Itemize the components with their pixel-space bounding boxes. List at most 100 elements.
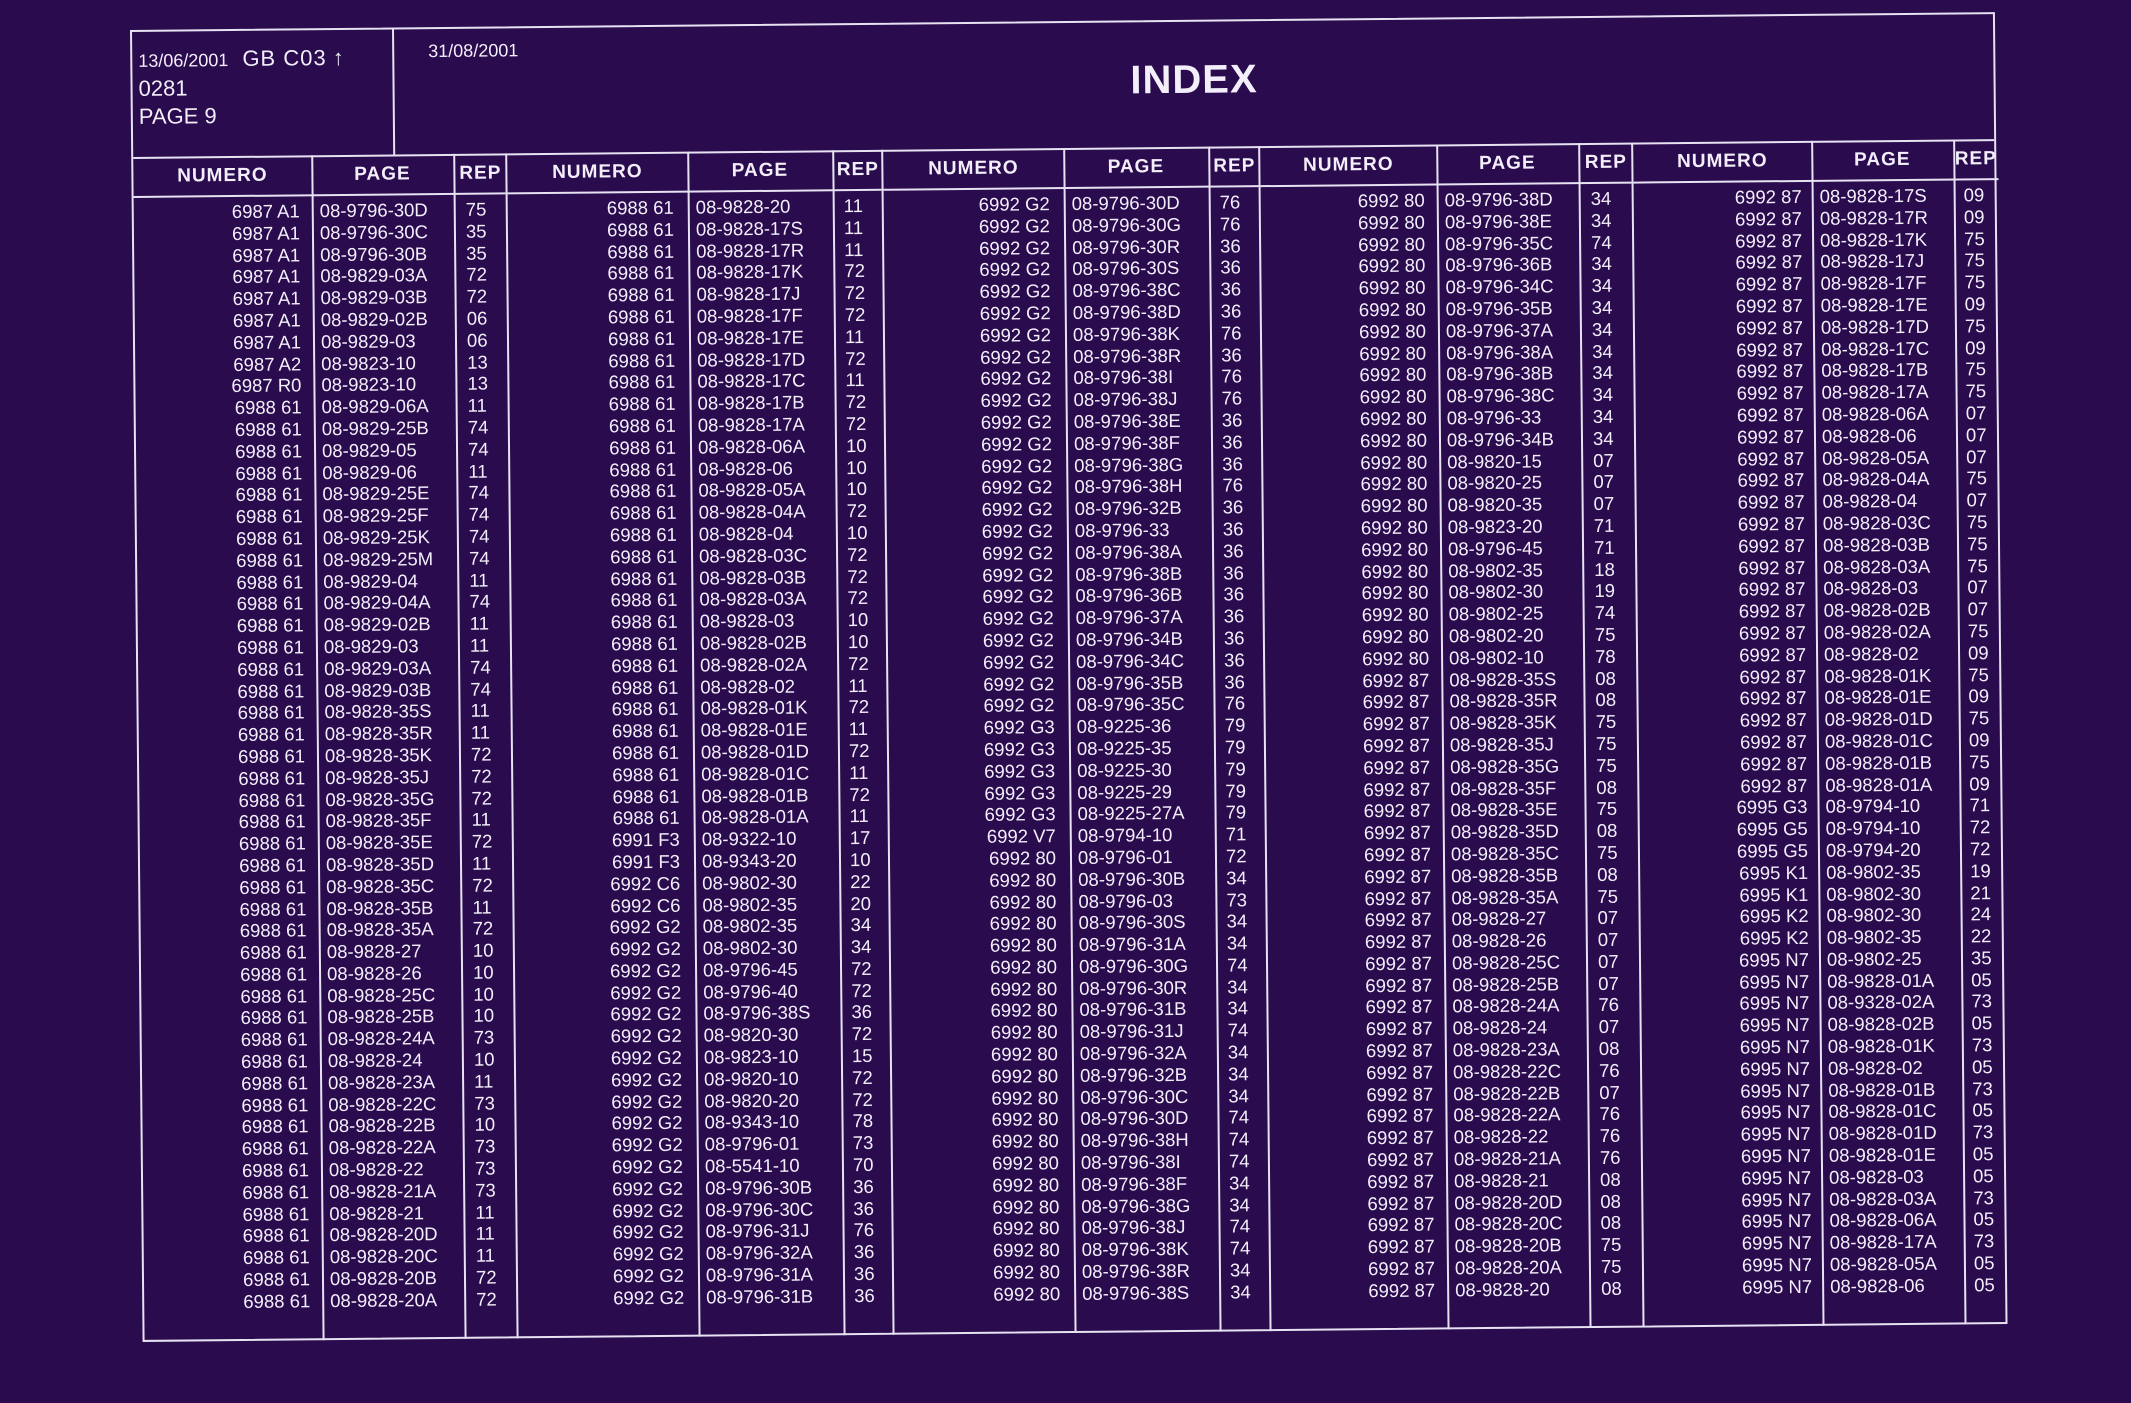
numero-cell: 6988 61: [608, 414, 676, 437]
rep-cell: 36: [1220, 256, 1242, 278]
page-cell: 08-9796-30C: [319, 220, 429, 243]
page-cell: 08-9796-31J: [1079, 1020, 1184, 1043]
page-cell: 08-9796-30D: [319, 199, 428, 222]
rep-cell: 74: [468, 481, 490, 504]
rep-cell: 07: [1598, 1016, 1620, 1038]
page-cell: 08-9828-01A: [1825, 773, 1933, 796]
page-cell: 08-9829-04A: [323, 591, 431, 614]
numero-cell: 6995 N7: [1739, 992, 1810, 1015]
numero-cell: 6992 80: [1358, 233, 1426, 255]
numero-cell: 6992 87: [1362, 712, 1430, 735]
page-cell: 08-9225-30: [1077, 758, 1172, 781]
page-cell: 08-9796-30C: [705, 1198, 814, 1221]
page-cell: 08-9796-30R: [1079, 976, 1188, 999]
rep-cell: 11: [469, 612, 490, 634]
numero-cell: 6992 87: [1736, 403, 1804, 426]
numero-cell: 6992 80: [992, 1217, 1060, 1240]
table-row: 6992 80 08-9796-38S 34: [894, 1281, 1269, 1306]
rep-cell: 72: [470, 743, 492, 765]
rep-cell: 36: [854, 1284, 875, 1306]
page-cell: 08-9794-10: [1077, 824, 1173, 847]
page-cell: 08-9828-21: [1454, 1169, 1549, 1192]
rep-cell: 74: [1594, 601, 1616, 624]
page-cell: 08-9796-38K: [1072, 322, 1181, 345]
numero-cell: 6992 87: [1365, 1039, 1433, 1062]
page-cell: 08-9828-04: [698, 522, 794, 545]
numero-cell: 6988 61: [609, 458, 677, 480]
page-cell: 08-9828-27: [326, 940, 422, 963]
page-cell: 08-9829-03A: [320, 264, 428, 287]
rep-cell: 07: [1967, 576, 1989, 598]
page-cell: 08-9829-03B: [324, 678, 432, 701]
page-cell: 08-9796-03: [1078, 889, 1174, 912]
page-cell: 08-9828-01C: [1824, 729, 1934, 752]
rep-cell: 10: [473, 1005, 495, 1027]
rep-cell: 71: [1593, 514, 1615, 536]
page-cell: 08-9796-30B: [320, 242, 428, 265]
page-cell: 08-9828-03A: [1829, 1187, 1937, 1210]
column-header-rep: REP: [1213, 155, 1256, 177]
page-cell: 08-9828-35E: [325, 831, 433, 854]
page-cell: 08-9828-35G: [1450, 755, 1560, 778]
page-cell: 08-9802-25: [1826, 947, 1922, 970]
page-cell: 08-9828-27: [1451, 907, 1547, 930]
rep-cell: 34: [1229, 1172, 1250, 1194]
numero-cell: 6992 80: [1359, 385, 1427, 408]
rep-cell: 11: [471, 852, 492, 874]
rep-cell: 76: [1219, 191, 1241, 213]
page-cell: 08-9796-38H: [1074, 475, 1183, 498]
numero-cell: 6992 G2: [980, 345, 1052, 368]
rep-cell: 34: [1590, 209, 1612, 231]
numero-cell: 6992 80: [991, 1108, 1059, 1131]
rep-cell: 70: [852, 1153, 874, 1176]
rep-cell: 11: [469, 634, 490, 656]
rep-cell: 72: [845, 412, 867, 435]
numero-cell: 6988 61: [241, 1137, 309, 1160]
numero-cell: 6988 61: [612, 763, 680, 786]
rep-cell: 36: [1223, 583, 1245, 605]
numero-cell: 6988 61: [235, 461, 303, 484]
numero-cell: 6992 80: [1361, 581, 1429, 604]
numero-cell: 6988 61: [611, 741, 680, 764]
page-cell: 08-9828-24A: [327, 1027, 435, 1050]
page-cell: 08-9796-38I: [1073, 366, 1174, 389]
index-sheet: 13/06/2001 GB C03 ↑ 0281 PAGE 9 31/08/200…: [130, 12, 2008, 1342]
numero-cell: 6992 87: [1734, 185, 1802, 208]
numero-cell: 6992 G2: [612, 1221, 684, 1243]
rep-cell: 73: [1973, 1186, 1994, 1209]
rep-cell: 06: [466, 329, 488, 351]
numero-cell: 6988 61: [238, 745, 306, 767]
numero-cell: 6988 61: [610, 610, 678, 633]
numero-cell: 6992 80: [991, 1065, 1059, 1087]
numero-cell: 6988 61: [241, 1072, 309, 1094]
page-cell: 08-9796-45: [1447, 537, 1543, 560]
rep-cell: 74: [1591, 231, 1612, 253]
numero-cell: 6992 C6: [610, 894, 681, 916]
page-cell: 08-9828-35D: [325, 853, 435, 876]
rep-cell: 10: [473, 1048, 495, 1070]
rep-cell: 34: [1228, 1084, 1249, 1107]
rep-cell: 11: [470, 721, 491, 743]
numero-cell: 6992 87: [1367, 1235, 1435, 1258]
page-cell: 08-9796-38J: [1073, 388, 1178, 411]
page-cell: 08-9828-17D: [1820, 315, 1930, 338]
page-cell: 08-9796-35B: [1445, 297, 1553, 320]
numero-cell: 6992 87: [1363, 843, 1432, 866]
numero-cell: 6992 G2: [980, 432, 1053, 455]
numero-cell: 6992 G2: [983, 650, 1055, 673]
rep-cell: 07: [1967, 598, 1989, 620]
numero-cell: 6992 87: [1739, 730, 1808, 753]
rep-cell: 76: [1599, 1103, 1621, 1125]
page-cell: 08-9796-31A: [705, 1263, 814, 1286]
rep-cell: 08: [1595, 689, 1617, 711]
table-group-2: NUMERO PAGE REP 6988 61 08-9828-20 11 6988 61 0…: [507, 149, 895, 1339]
rep-cell: 36: [1220, 278, 1242, 300]
rep-cell: 05: [1973, 1252, 1995, 1274]
numero-cell: 6995 N7: [1741, 1253, 1813, 1276]
page-cell: 08-9828-17E: [696, 326, 805, 349]
numero-cell: 6992 87: [1362, 734, 1431, 757]
rep-cell: 72: [466, 263, 488, 286]
rep-cell: 05: [1971, 1056, 1993, 1078]
rep-cell: 07: [1965, 423, 1987, 446]
page-cell: 08-9796-38F: [1081, 1172, 1188, 1195]
